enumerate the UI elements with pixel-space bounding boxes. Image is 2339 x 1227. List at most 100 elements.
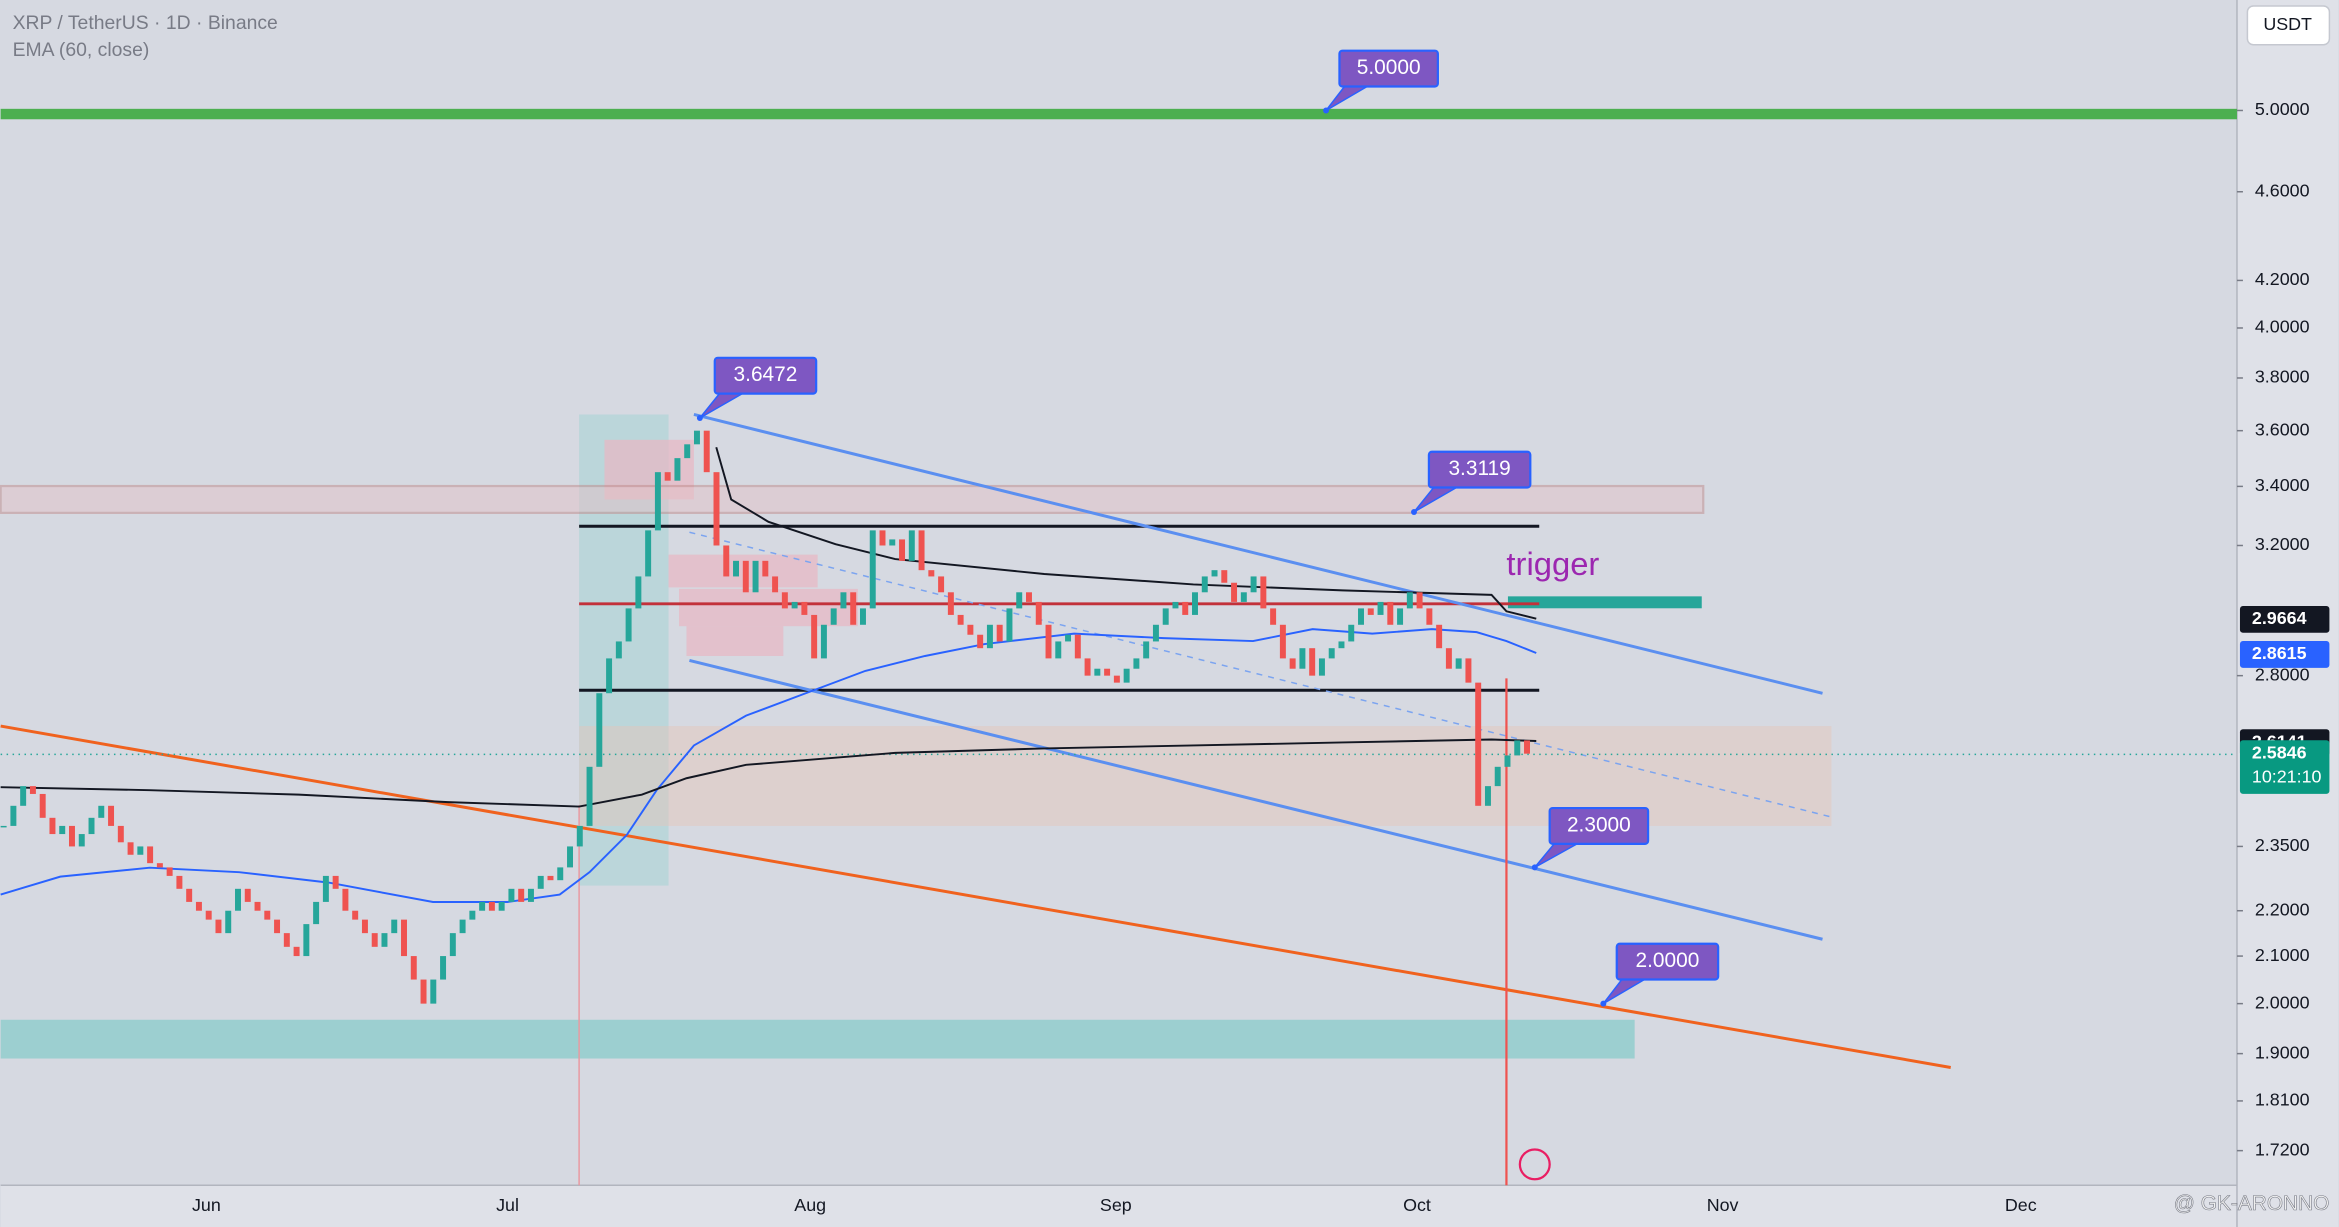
candle [586,766,593,826]
candle [108,805,115,826]
candle [879,530,886,546]
candle [1133,658,1140,669]
candle [59,825,66,835]
candle [1074,634,1081,659]
callout-box [1427,450,1532,489]
candle [156,863,163,868]
zones [0,108,2237,1186]
candle [1455,658,1462,669]
candle [869,530,876,609]
candle [195,901,202,911]
candle [352,910,359,920]
candle [527,888,534,902]
alert-icon[interactable] [1518,1148,1551,1181]
candle [1162,608,1169,625]
candle [1260,576,1267,609]
callout-label: 2.0000 [1636,949,1700,972]
candle [225,910,232,934]
candle [1514,740,1521,756]
candle [469,910,476,920]
candle [127,842,134,855]
candle [1201,576,1208,593]
candle [1240,592,1247,602]
x-tick-label: Aug [794,1195,826,1215]
callout-box [1548,806,1650,845]
candle [518,888,525,902]
candle [1045,624,1052,659]
y-tick-label: 3.2000 [2255,534,2310,554]
candle [615,641,622,659]
countdown-label: 10:21:10 [2252,766,2322,786]
candle [899,539,906,561]
volume-profile [686,626,784,656]
candle [1465,658,1472,683]
candle [274,919,281,934]
candle [1279,624,1286,659]
candle [772,576,779,593]
indicator-label: EMA (60, close) [13,39,150,61]
candle [713,472,720,546]
candle [69,825,75,847]
candle [1387,601,1394,625]
callout-label: 5.0000 [1357,56,1421,79]
candle [1338,641,1345,649]
candle [733,560,740,577]
y-tick-label: 4.2000 [2255,269,2310,289]
candle [635,576,642,609]
candle [244,888,251,902]
candle [1524,740,1530,754]
y-tick-label: 2.8000 [2255,664,2310,684]
y-tick-label: 3.4000 [2255,475,2310,495]
candle [674,458,681,481]
candle [1104,668,1111,676]
candle [342,888,349,911]
symbol-title: XRP / TetherUS · 1D · Binance [13,12,278,34]
candle [537,875,544,889]
candle [0,825,7,828]
price-label: 2.8615 [2252,643,2307,663]
vwap-line [0,738,1537,808]
candle [977,634,984,649]
watermark: @ GK-ARONNO [2174,1192,2330,1215]
candle [10,805,17,826]
x-tick-label: Oct [1403,1195,1431,1215]
candle [820,624,827,659]
candle [703,430,710,473]
candle [1358,608,1364,625]
y-tick-label: 1.9000 [2255,1042,2310,1062]
currency-label[interactable]: USDT [2263,14,2312,34]
x-tick-label: Jun [192,1195,221,1215]
candle [1475,682,1482,806]
callout-box [713,356,818,395]
y-tick-label: 4.0000 [2255,317,2310,337]
candle [791,601,798,609]
candle [1397,608,1404,625]
candle [781,592,788,609]
candle [361,919,368,934]
currency-button[interactable] [2246,5,2331,46]
candle [488,901,495,911]
candle [547,875,554,881]
channel-line [693,413,1823,695]
candle [1094,668,1101,676]
candle [293,946,300,957]
candle [654,472,661,531]
candle [859,608,866,625]
candle [49,817,56,835]
candle [1484,786,1491,806]
candle [1504,755,1511,767]
candle [20,786,27,806]
candle [1035,601,1042,625]
y-tick-label: 1.8100 [2255,1090,2310,1110]
price-label-box [2239,605,2330,633]
candle [1406,592,1413,609]
trigger-label: trigger [1506,545,1599,582]
price-label: 2.9664 [2252,608,2307,628]
callout-label: 3.6472 [734,363,798,386]
candle [430,979,437,1004]
callout-anchor [1411,509,1417,515]
x-tick-label: Sep [1100,1195,1132,1215]
candle [39,793,46,818]
candle [1309,648,1316,676]
